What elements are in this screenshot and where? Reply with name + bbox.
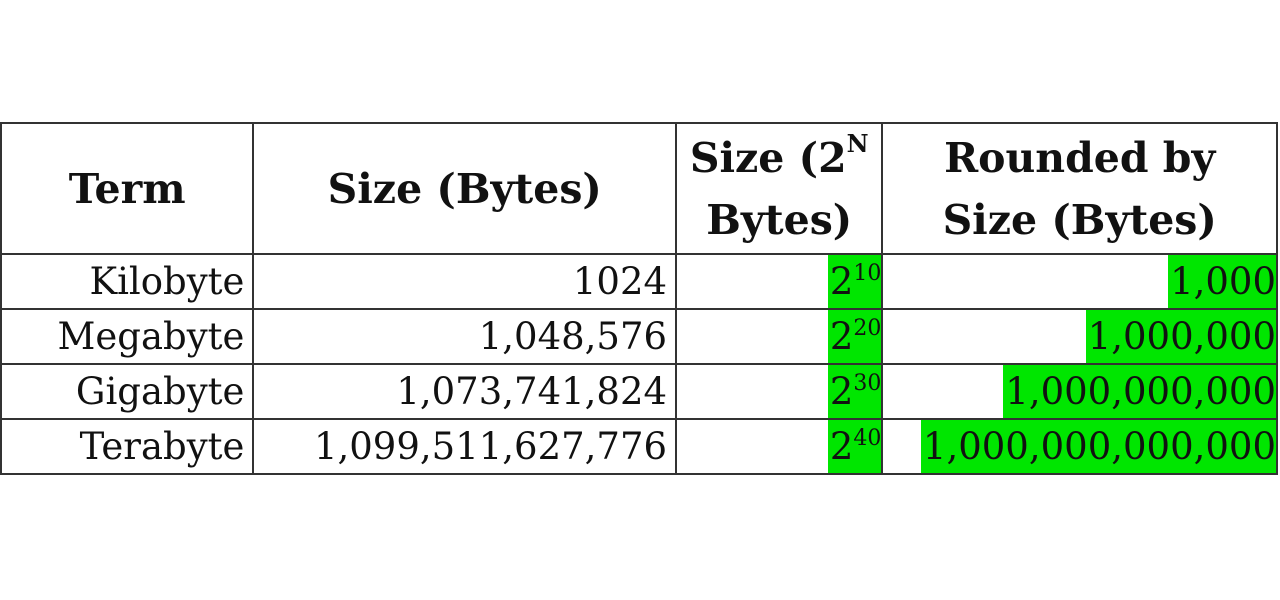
cell-rounded: 1,000,000,000 [881,363,1278,420]
header-power-suffix: Bytes) [706,195,853,244]
cell-size: 1024 [252,253,678,310]
table-row: Gigabyte 1,073,741,824 230 1,000,000,000 [0,363,1278,420]
power-exponent: 40 [853,426,882,451]
power-exponent: 10 [853,261,882,286]
cell-size: 1,099,511,627,776 [252,418,678,475]
cell-power: 220 [675,308,884,365]
header-power-exponent: N [846,128,869,158]
cell-rounded: 1,000,000 [881,308,1278,365]
rounded-highlight: 1,000,000,000,000 [920,421,1276,472]
rounded-highlight: 1,000 [1168,256,1276,307]
power-exponent: 20 [853,316,882,341]
header-rounded-size: Rounded by Size (Bytes) [881,122,1278,255]
cell-power: 210 [675,253,884,310]
power-exponent: 30 [853,371,882,396]
cell-term: Megabyte [0,308,255,365]
power-highlight: 220 [827,311,882,362]
header-rounded-line1: Rounded by [944,133,1216,182]
header-term-label: Term [68,164,186,213]
cell-term: Gigabyte [0,363,255,420]
power-base: 2 [829,370,854,413]
cell-size: 1,073,741,824 [252,363,678,420]
header-term: Term [0,122,255,255]
byte-units-table: Term Size (Bytes) Size (2N Bytes) Rounde… [0,122,1278,475]
table-row: Terabyte 1,099,511,627,776 240 1,000,000… [0,418,1278,475]
table-row: Kilobyte 1024 210 1,000 [0,253,1278,310]
power-base: 2 [829,315,854,358]
rounded-highlight: 1,000,000 [1085,311,1276,362]
power-highlight: 240 [827,421,882,472]
header-power-size: Size (2N Bytes) [675,122,884,255]
cell-size: 1,048,576 [252,308,678,365]
cell-power: 230 [675,363,884,420]
cell-term: Terabyte [0,418,255,475]
power-highlight: 230 [827,366,882,417]
table-row: Megabyte 1,048,576 220 1,000,000 [0,308,1278,365]
rounded-highlight: 1,000,000,000 [1003,366,1276,417]
cell-rounded: 1,000,000,000,000 [881,418,1278,475]
header-rounded-line2: Size (Bytes) [942,195,1217,244]
power-base: 2 [829,425,854,468]
header-power-prefix: Size (2 [689,133,847,182]
header-power-line1: Size (2N [678,127,880,189]
header-size-bytes: Size (Bytes) [252,122,678,255]
power-base: 2 [829,260,854,303]
cell-power: 240 [675,418,884,475]
cell-rounded: 1,000 [881,253,1278,310]
table-header-row: Term Size (Bytes) Size (2N Bytes) Rounde… [0,122,1278,255]
cell-term: Kilobyte [0,253,255,310]
power-highlight: 210 [827,256,882,307]
header-size-bytes-label: Size (Bytes) [327,164,602,213]
